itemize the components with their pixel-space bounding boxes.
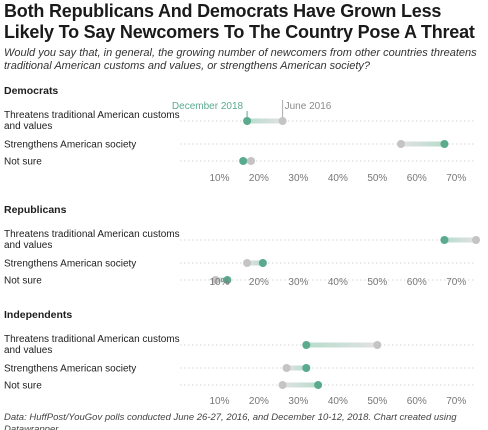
x-tick-label: 40% [328,277,348,288]
point-june-2016 [243,259,252,267]
point-june-2016 [472,236,480,244]
point-december-2018 [440,140,449,148]
row-label: Strengthens American society [4,364,136,375]
x-tick-label: 10% [209,396,229,407]
point-december-2018 [302,341,311,349]
x-tick-label: 70% [446,173,466,184]
row-label: Strengthens American society [4,140,136,151]
row-label: and values [4,121,52,132]
x-tick-label: 30% [288,277,308,288]
point-december-2018 [243,117,252,125]
point-december-2018 [258,259,267,267]
row-label: Threatens traditional American customs [4,110,180,121]
x-tick-label: 10% [209,173,229,184]
row-label: Not sure [4,276,42,287]
row-label: Not sure [4,157,42,168]
x-tick-label: 70% [446,277,466,288]
legend-june-2016: June 2016 [285,101,332,112]
point-june-2016 [278,381,287,389]
legend-december-2018: December 2018 [172,101,244,112]
row-label: and values [4,240,52,251]
x-tick-label: 50% [367,396,387,407]
x-tick-label: 30% [288,173,308,184]
x-tick-label: 50% [367,173,387,184]
point-june-2016 [278,117,287,125]
panel-title-democrats: Democrats [4,85,58,97]
chart-footer: Data: HuffPost/YouGov polls conducted Ju… [4,412,457,430]
row-label: and values [4,345,52,356]
panel-title-independents: Independents [4,309,72,321]
x-tick-label: 40% [328,396,348,407]
x-tick-label: 60% [407,277,427,288]
point-june-2016 [397,140,406,148]
x-tick-label: 30% [288,396,308,407]
panel-title-republicans: Republicans [4,204,67,216]
point-december-2018 [239,157,248,165]
chart-subtitle: Would you say that, in general, the grow… [4,47,477,72]
point-june-2016 [247,157,256,165]
row-label: Threatens traditional American customs [4,229,180,240]
point-june-2016 [211,276,220,284]
x-tick-label: 40% [328,173,348,184]
x-tick-label: 70% [446,396,466,407]
point-december-2018 [302,364,311,372]
row-label: Not sure [4,381,42,392]
x-tick-label: 20% [249,396,269,407]
row-label: Threatens traditional American customs [4,334,180,345]
x-tick-label: 50% [367,277,387,288]
point-june-2016 [373,341,382,349]
point-june-2016 [282,364,291,372]
point-december-2018 [440,236,449,244]
x-tick-label: 20% [249,173,269,184]
point-december-2018 [223,276,232,284]
x-tick-label: 60% [407,173,427,184]
chart-title: Both Republicans And Democrats Have Grow… [4,1,475,42]
row-label: Strengthens American society [4,259,136,270]
x-tick-label: 60% [407,396,427,407]
x-tick-label: 20% [249,277,269,288]
point-december-2018 [314,381,323,389]
x-tick-label: 10% [209,277,229,288]
